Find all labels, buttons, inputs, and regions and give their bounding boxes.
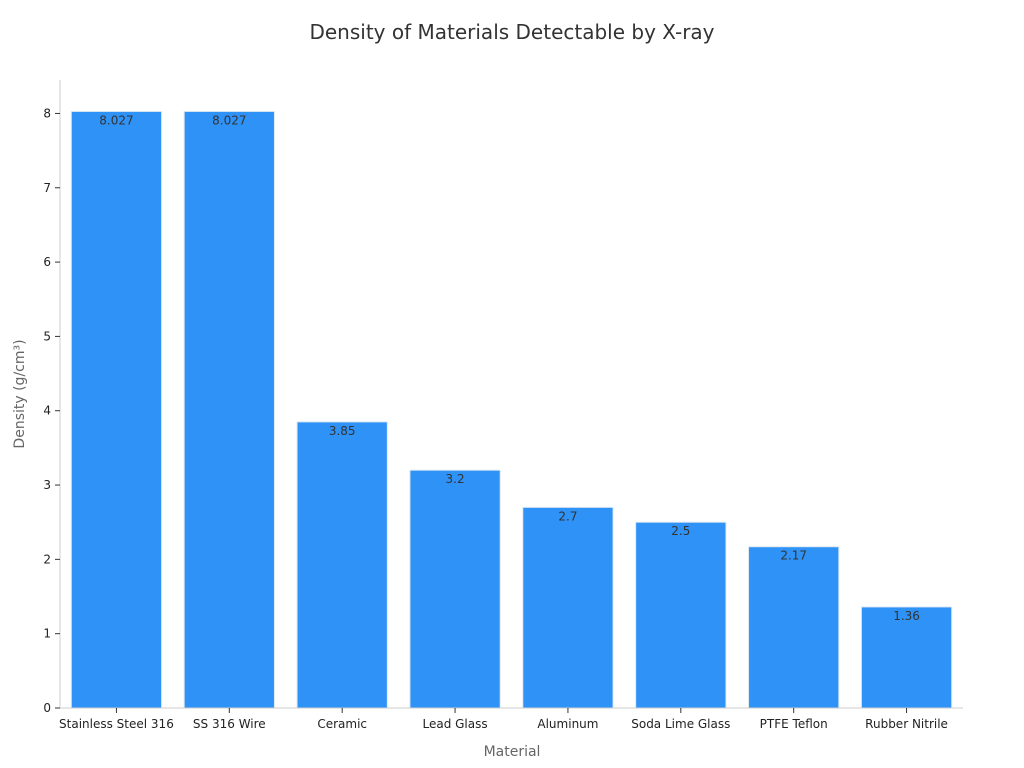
x-tick-label: Stainless Steel 316 <box>59 717 174 731</box>
chart-title: Density of Materials Detectable by X-ray <box>309 20 715 44</box>
y-tick-label: 3 <box>43 478 51 492</box>
bar <box>635 521 727 709</box>
x-tick-label: Soda Lime Glass <box>631 717 730 731</box>
data-label: 2.7 <box>558 509 577 523</box>
y-tick-label: 0 <box>43 701 51 715</box>
x-tick-label: Ceramic <box>317 717 367 731</box>
y-axis-title: Density (g/cm³) <box>12 339 28 448</box>
y-tick-label: 6 <box>43 255 51 269</box>
axes-layer <box>55 80 963 713</box>
y-tick-label: 1 <box>43 627 51 641</box>
x-tick-label: PTFE Teflon <box>760 717 828 731</box>
data-label: 2.5 <box>671 524 690 538</box>
x-tick-label: Rubber Nitrile <box>865 717 948 731</box>
x-axis-title: Material <box>484 744 541 760</box>
data-label: 3.2 <box>446 472 465 486</box>
x-tick-label: Aluminum <box>537 717 598 731</box>
bar <box>70 110 163 709</box>
y-tick-label: 4 <box>43 404 51 418</box>
data-label: 2.17 <box>780 549 807 563</box>
bar <box>860 606 953 709</box>
data-label: 8.027 <box>99 113 133 127</box>
bar <box>183 110 275 709</box>
bar <box>748 546 840 709</box>
y-tick-label: 2 <box>43 552 51 566</box>
bar <box>522 506 614 709</box>
y-tick-label: 7 <box>43 181 51 195</box>
data-label: 3.85 <box>329 424 356 438</box>
data-label: 8.027 <box>212 113 246 127</box>
bar <box>296 421 388 709</box>
bar <box>409 469 501 709</box>
x-tick-label: Lead Glass <box>422 717 487 731</box>
bars-layer <box>70 110 953 709</box>
x-tick-label: SS 316 Wire <box>193 717 266 731</box>
y-tick-label: 8 <box>43 106 51 120</box>
data-label: 1.36 <box>893 609 920 623</box>
labels-layer: 0 1 2 3 4 5 6 7 8 Stainless Steel 316 8.027 SS 316 … <box>43 106 948 731</box>
y-tick-label: 5 <box>43 329 51 343</box>
